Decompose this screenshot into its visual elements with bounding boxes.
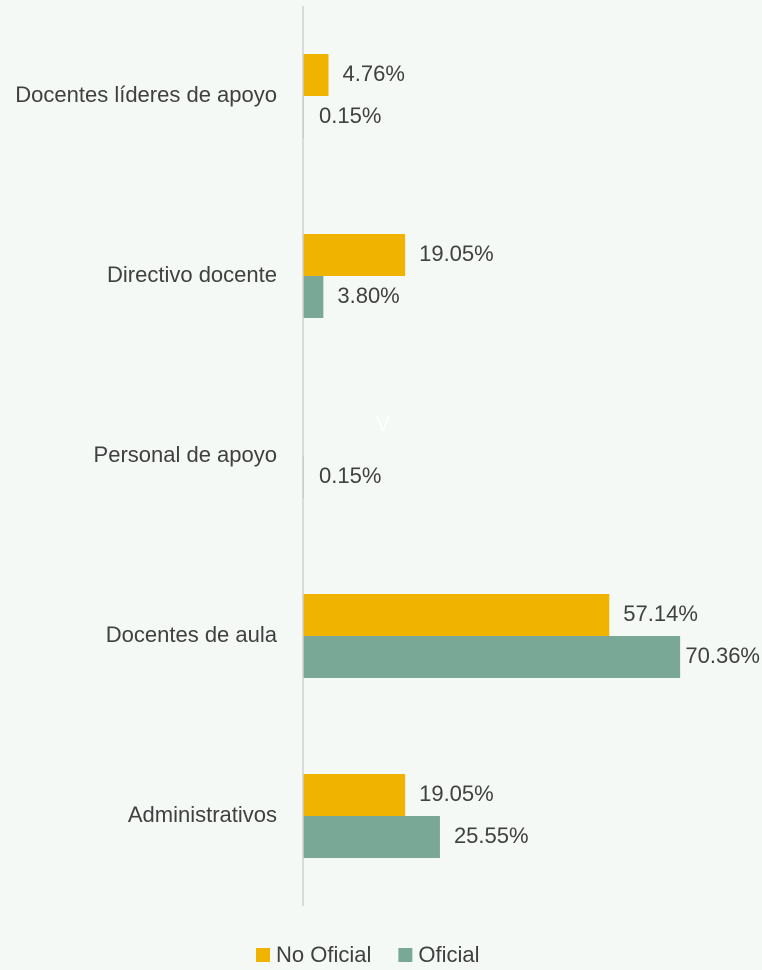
legend-label: Oficial	[418, 942, 479, 967]
bar	[303, 816, 440, 858]
data-label: 4.76%	[343, 61, 405, 86]
y-tick-label: Administrativos	[128, 802, 277, 827]
y-tick-label: Docentes líderes de apoyo	[15, 82, 277, 107]
bar	[303, 54, 329, 96]
data-label: 19.05%	[419, 781, 494, 806]
y-tick-label: Docentes de aula	[106, 622, 278, 647]
data-label: 0.15%	[319, 103, 381, 128]
bar	[303, 774, 406, 816]
legend-swatch	[398, 948, 413, 962]
data-label: 19.05%	[419, 241, 494, 266]
bar	[303, 594, 610, 636]
data-label: 57.14%	[623, 601, 698, 626]
y-tick-label: Personal de apoyo	[94, 442, 277, 467]
bar	[303, 234, 406, 276]
bar	[303, 636, 681, 678]
y-tick-label: Directivo docente	[107, 262, 277, 287]
annotation: V	[376, 411, 391, 436]
legend-swatch	[256, 948, 270, 962]
data-label: 3.80%	[337, 283, 399, 308]
data-label: 25.55%	[454, 823, 529, 848]
data-label: 70.36%	[685, 643, 760, 668]
bar	[303, 276, 324, 318]
data-label: 0.15%	[319, 463, 381, 488]
legend-label: No Oficial	[276, 942, 371, 967]
